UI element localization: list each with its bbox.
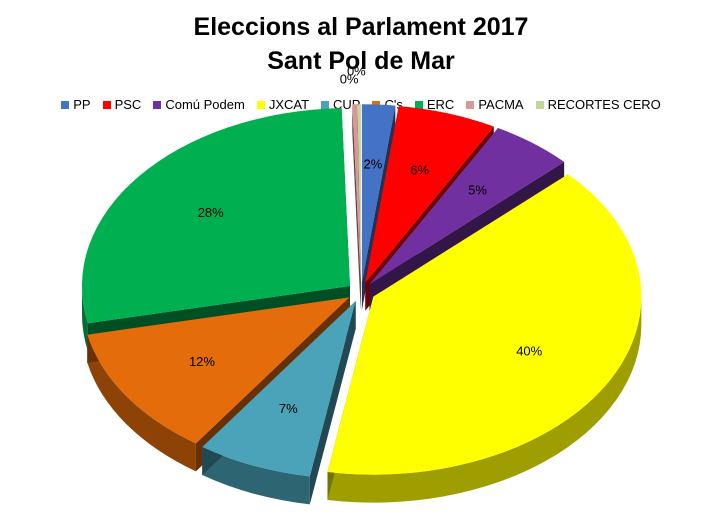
- pie-slice-face: [309, 301, 356, 505]
- pie-slice: [365, 106, 494, 283]
- slice-data-label: 12%: [189, 354, 215, 369]
- pie-slice-side: [327, 296, 642, 503]
- pie-slice-face: [352, 104, 361, 311]
- legend-item: ERC: [414, 97, 455, 112]
- slice-data-label: 7%: [279, 401, 298, 416]
- legend-item: PSC: [102, 97, 142, 112]
- legend-label: Comú Podem: [165, 97, 245, 112]
- slice-data-label: 2%: [364, 156, 383, 171]
- legend-label: JXCAT: [268, 97, 310, 112]
- legend-label: RECORTES CERO: [547, 97, 661, 112]
- pie-slice-side: [87, 334, 196, 472]
- legend-item: PACMA: [466, 97, 524, 112]
- legend-swatch: [256, 100, 265, 109]
- slice-data-label: 28%: [198, 205, 224, 220]
- pie-slice: [361, 104, 396, 283]
- legend-swatch: [61, 100, 70, 109]
- legend-label: PACMA: [478, 97, 524, 112]
- slice-data-label: 0%: [340, 71, 359, 86]
- legend-swatch: [102, 100, 111, 109]
- pie-slice-side: [81, 285, 88, 352]
- legend-label: PSC: [114, 97, 142, 112]
- chart-title-line: Eleccions al Parlament 2017: [193, 13, 529, 41]
- chart-subtitle: Sant Pol de Mar: [267, 47, 455, 75]
- slice-data-label: 40%: [516, 344, 542, 359]
- legend-swatch: [414, 100, 423, 109]
- pie-slice: [357, 104, 361, 283]
- pie-slice-side: [202, 447, 310, 505]
- legend-label: PP: [73, 97, 91, 112]
- pie-slice: [81, 108, 350, 324]
- legend-item: RECORTES CERO: [535, 97, 661, 112]
- slice-data-label: 0%: [347, 63, 366, 78]
- pie-slice: [327, 174, 642, 475]
- legend-item: PP: [61, 97, 91, 112]
- pie-slice: [87, 297, 350, 444]
- pie-slice: [369, 128, 565, 285]
- pie-slice: [352, 104, 361, 283]
- chart-title: Eleccions al Parlament 2017 Sant Pol de …: [0, 10, 722, 78]
- legend-swatch: [153, 100, 162, 109]
- legend-swatch: [466, 100, 475, 109]
- legend-item: JXCAT: [256, 97, 310, 112]
- legend-item: Comú Podem: [153, 97, 245, 112]
- slice-data-label: 5%: [468, 183, 487, 198]
- legend-swatch: [321, 100, 330, 109]
- legend-label: ERC: [426, 97, 455, 112]
- legend-swatch: [535, 100, 544, 109]
- slice-data-label: 6%: [410, 162, 429, 177]
- pie-slice: [202, 301, 356, 477]
